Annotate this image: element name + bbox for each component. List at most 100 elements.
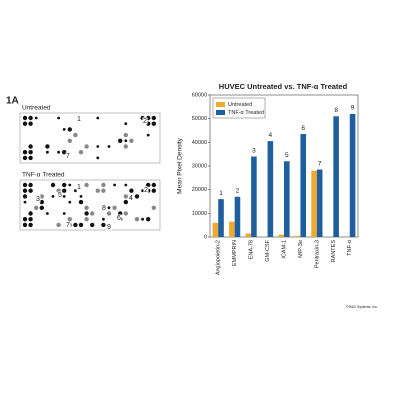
blot-spot (118, 138, 123, 143)
blot-spot (67, 127, 73, 132)
blot-spot (68, 183, 72, 187)
blot-label: 6 (117, 215, 121, 222)
bar (218, 199, 224, 237)
blot-spot (84, 217, 89, 222)
blot-label: 2 (143, 118, 147, 125)
blot-spot (28, 121, 33, 126)
bar-annotation: 6 (301, 125, 305, 132)
bar-annotation: 8 (334, 107, 338, 114)
y-tick-label: 20000 (192, 187, 207, 193)
blot-spot (51, 195, 55, 198)
blot-spot (123, 199, 128, 205)
blot-label: 5 (58, 192, 62, 199)
blot-spot (90, 222, 95, 228)
x-tick-label: ENA-78 (249, 240, 255, 259)
blot-spot (78, 222, 84, 228)
blot-spot (46, 212, 49, 215)
blot-label: 8 (102, 205, 106, 212)
bar (278, 234, 284, 237)
blot-spot (39, 194, 44, 199)
x-tick-label: EMMPRIN (232, 240, 238, 266)
blot-spot (101, 222, 106, 228)
blot-spot (101, 188, 106, 193)
blot-spot (61, 150, 67, 155)
blot-spot (141, 217, 145, 221)
blot-spot (22, 182, 28, 188)
blot-spot (28, 222, 33, 228)
blot-spot (67, 138, 73, 143)
blot-spot (129, 138, 134, 143)
blot-spot (96, 116, 100, 120)
bar-annotation: 5 (285, 152, 289, 159)
y-tick-label: 30000 (192, 163, 207, 169)
blot-spot (107, 206, 111, 210)
blot-spot (22, 188, 28, 193)
blot-spot (28, 182, 33, 188)
bar-annotation: 1 (219, 190, 223, 197)
blot-spot (90, 211, 95, 216)
blot-frame (19, 179, 161, 231)
blot-spot (146, 217, 151, 222)
label-bg (142, 117, 148, 125)
legend-swatch (216, 110, 225, 115)
blot-spot (134, 217, 140, 222)
blot-spot (107, 145, 111, 148)
label-bg (116, 214, 122, 222)
legend-swatch (216, 102, 225, 107)
blot-label: 7 (66, 222, 70, 229)
blot-spot (84, 182, 89, 188)
blot-spot (23, 200, 27, 204)
y-axis-label: Mean Pixel Density (177, 137, 184, 193)
blot-spot (124, 139, 128, 143)
blot-spot (101, 182, 106, 188)
blot-spot (79, 195, 83, 198)
blot-spot (151, 115, 156, 121)
label-bg (35, 195, 41, 203)
blot-spot (151, 188, 156, 193)
blot-spot (46, 150, 49, 154)
label-bg (106, 223, 112, 231)
blot-spot (146, 182, 151, 188)
label-bg (65, 221, 71, 229)
legend-label: Untreated (228, 102, 252, 108)
label-bg (65, 152, 71, 160)
blot-spot (61, 188, 67, 193)
blot-spot (22, 121, 28, 126)
blot-spot (45, 144, 50, 149)
x-tick-label: TNF-α (347, 239, 353, 256)
blot-spot (95, 188, 101, 193)
label-bg (143, 186, 149, 194)
bar (212, 222, 219, 237)
blot-spot (151, 121, 156, 126)
x-tick-label: ICAM-1 (281, 240, 287, 259)
blot-label: 2 (144, 187, 148, 194)
blot-label: 7 (66, 153, 70, 160)
y-tick-label: 50000 (192, 116, 207, 122)
bar (234, 196, 241, 237)
blot-spot (28, 115, 33, 121)
y-tick-label: 10000 (192, 211, 207, 217)
blot-spot (151, 182, 156, 188)
blot-label: 3 (36, 196, 40, 203)
blot-spot (22, 194, 28, 199)
blot-spot (78, 150, 84, 155)
blot-spot (22, 155, 28, 161)
blot-spot (62, 127, 66, 131)
blot-spot (34, 205, 39, 210)
label-bg (57, 191, 63, 199)
bar (294, 235, 301, 237)
blot-spot (124, 183, 128, 187)
bar (300, 134, 307, 237)
blot-spot (39, 199, 44, 205)
bar-annotation: 4 (269, 132, 273, 139)
blot-spot (73, 132, 78, 138)
blot-spot (22, 217, 28, 222)
blot-label: 4 (129, 195, 133, 202)
blot-spot (28, 211, 33, 216)
bar (251, 156, 257, 237)
blot-spot (73, 222, 78, 228)
blot-spot (22, 150, 28, 155)
blot-spot (123, 144, 128, 149)
blot-spot (56, 222, 61, 228)
blot-spot (96, 145, 100, 148)
